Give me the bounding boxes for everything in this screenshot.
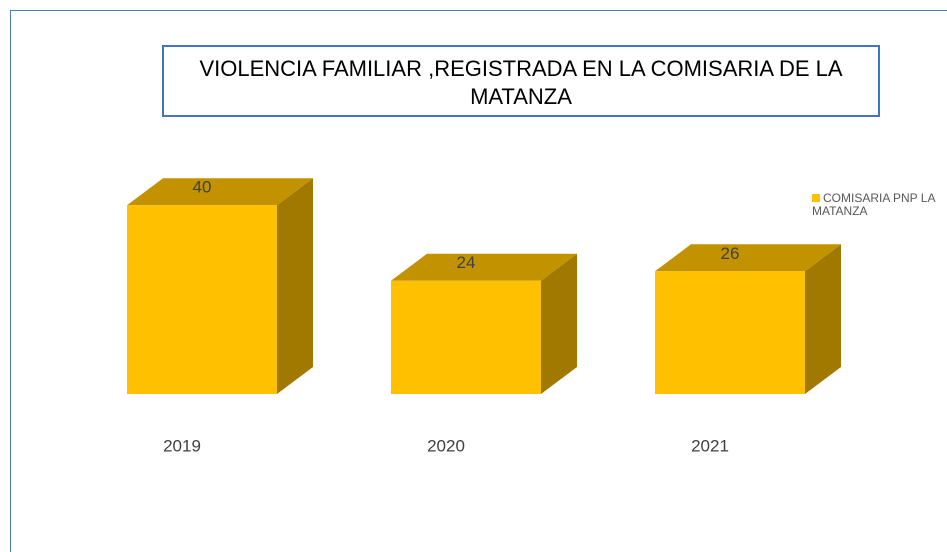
legend-swatch — [812, 194, 820, 202]
x-tick-label: 2020 — [427, 436, 465, 455]
bar-side — [277, 178, 313, 394]
x-tick-label: 2019 — [163, 436, 201, 455]
chart-title: VIOLENCIA FAMILIAR ,REGISTRADA EN LA COM… — [162, 45, 880, 117]
bar-top — [391, 253, 577, 281]
bar — [127, 178, 313, 394]
bar — [655, 244, 841, 394]
chart-frame — [10, 10, 947, 552]
data-label: 40 — [193, 178, 212, 197]
bar-top — [127, 178, 313, 206]
bar-front — [391, 280, 541, 394]
bar-front — [127, 205, 277, 394]
x-tick-label: 2021 — [691, 436, 729, 455]
bar — [391, 253, 577, 394]
data-label: 24 — [457, 253, 476, 272]
bar-side — [805, 244, 841, 394]
legend: COMISARIA PNP LA MATANZA — [812, 192, 947, 218]
bar-top — [655, 244, 841, 272]
data-label: 26 — [721, 244, 740, 263]
bar-front — [655, 271, 805, 394]
bar-side — [541, 253, 577, 394]
legend-label: COMISARIA PNP LA MATANZA — [812, 191, 935, 218]
